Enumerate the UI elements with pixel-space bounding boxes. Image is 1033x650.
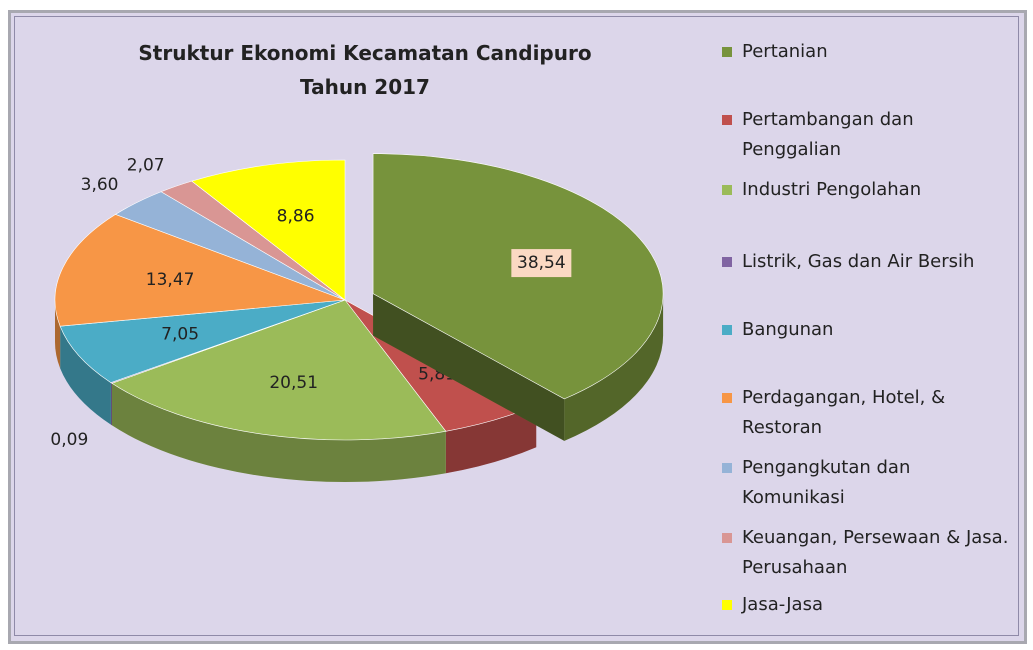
legend-item: Pengangkutan dan Komunikasi bbox=[722, 453, 1012, 513]
chart-title: Struktur Ekonomi Kecamatan Candipuro Tah… bbox=[110, 36, 620, 104]
legend-label: Bangunan bbox=[742, 315, 1012, 345]
legend-swatch bbox=[722, 463, 732, 473]
page: 5,8120,510,097,0513,473,602,078,8638,54 … bbox=[0, 0, 1033, 650]
legend-label: Industri Pengolahan bbox=[742, 175, 1012, 205]
legend-label: Pertambangan dan Penggalian bbox=[742, 105, 1012, 165]
data-label: 3,60 bbox=[81, 175, 119, 195]
data-label: 20,51 bbox=[269, 373, 318, 393]
legend-swatch bbox=[722, 533, 732, 543]
legend-item: Jasa-Jasa bbox=[722, 590, 1012, 620]
legend-swatch bbox=[722, 47, 732, 57]
legend-label: Pengangkutan dan Komunikasi bbox=[742, 453, 1012, 513]
legend-item: Listrik, Gas dan Air Bersih bbox=[722, 247, 1012, 277]
legend-item: Bangunan bbox=[722, 315, 1012, 345]
legend-item: Keuangan, Persewaan & Jasa. Perusahaan bbox=[722, 523, 1012, 583]
legend-swatch bbox=[722, 257, 732, 267]
data-label: 7,05 bbox=[161, 325, 199, 345]
legend-label: Perdagangan, Hotel, & Restoran bbox=[742, 383, 1012, 443]
slice-side-shade bbox=[111, 383, 112, 426]
legend-item: Pertambangan dan Penggalian bbox=[722, 105, 1012, 165]
legend-swatch bbox=[722, 600, 732, 610]
slice-side-group bbox=[111, 383, 112, 426]
data-label: 38,54 bbox=[517, 253, 566, 273]
legend-swatch bbox=[722, 393, 732, 403]
data-label: 8,86 bbox=[277, 207, 315, 227]
legend-item: Perdagangan, Hotel, & Restoran bbox=[722, 383, 1012, 443]
legend-swatch bbox=[722, 185, 732, 195]
legend-label: Pertanian bbox=[742, 37, 1012, 67]
data-label: 0,09 bbox=[50, 430, 88, 450]
data-label: 2,07 bbox=[127, 156, 165, 176]
legend-swatch bbox=[722, 115, 732, 125]
legend-swatch bbox=[722, 325, 732, 335]
legend-item: Pertanian bbox=[722, 37, 1012, 67]
legend-item: Industri Pengolahan bbox=[722, 175, 1012, 205]
data-label: 13,47 bbox=[146, 270, 195, 290]
legend-label: Keuangan, Persewaan & Jasa. Perusahaan bbox=[742, 523, 1012, 583]
legend-label: Jasa-Jasa bbox=[742, 590, 1012, 620]
legend-label: Listrik, Gas dan Air Bersih bbox=[742, 247, 1012, 277]
